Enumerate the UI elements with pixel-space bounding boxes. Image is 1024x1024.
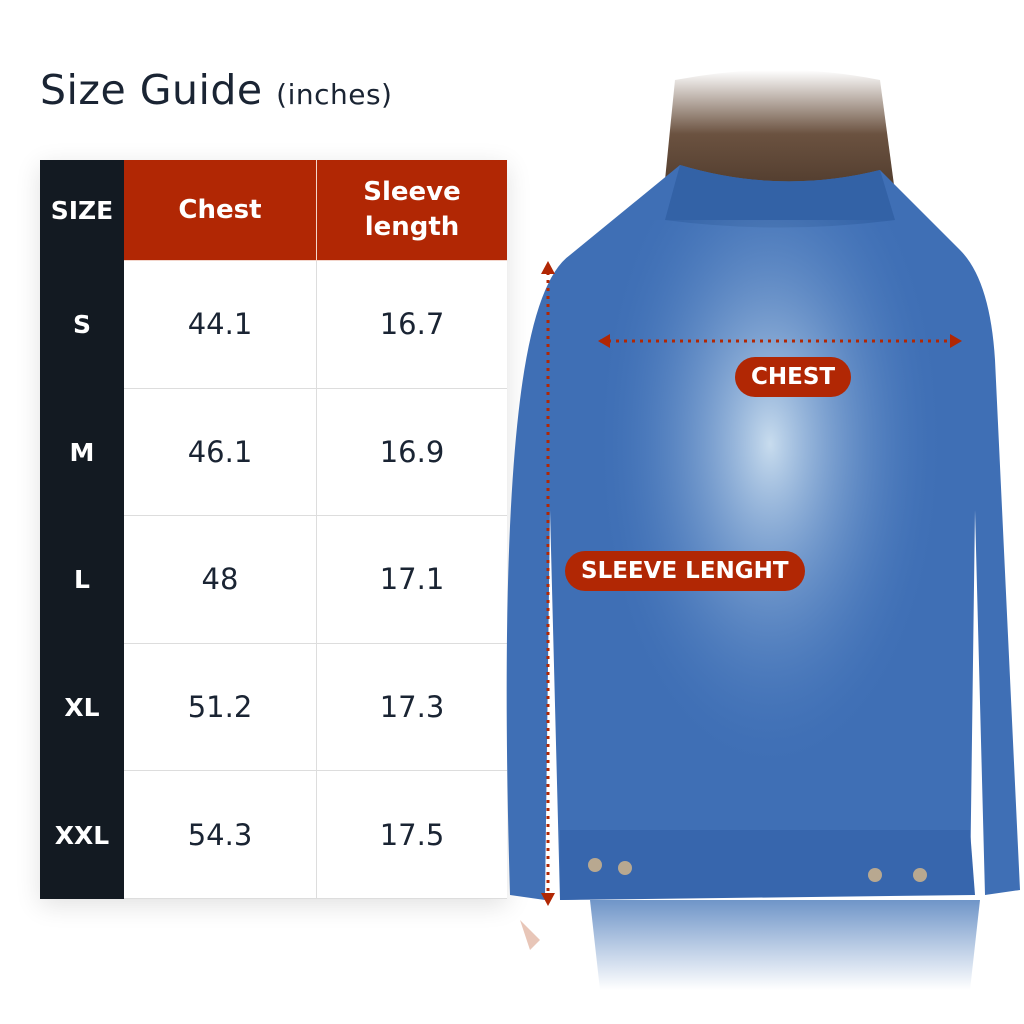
sleeve-cell: 17.3	[317, 643, 507, 772]
size-cell: XXL	[40, 771, 124, 899]
title-main: Size Guide	[40, 66, 263, 114]
jacket-photo	[506, 70, 1021, 990]
sleeve-arrow-top-icon	[541, 261, 555, 274]
chest-cell: 48	[124, 516, 317, 644]
header-sleeve: Sleeve length	[317, 160, 507, 261]
size-cell: XL	[40, 643, 124, 772]
header-sleeve-text: Sleeve length	[363, 177, 461, 242]
header-size: SIZE	[40, 160, 124, 261]
chest-label: CHEST	[735, 357, 852, 397]
chest-cell: 46.1	[124, 388, 317, 517]
table-row: M 46.1 16.9	[40, 388, 507, 517]
table-header: SIZE Chest Sleeve length	[40, 160, 507, 261]
table-row: XXL 54.3 17.5	[40, 771, 507, 899]
sleeve-cell: 16.9	[317, 388, 507, 517]
sleeve-cell: 17.1	[317, 516, 507, 644]
table-row: L 48 17.1	[40, 516, 507, 644]
chest-arrow-left-icon	[598, 334, 610, 348]
page-title: Size Guide (inches)	[40, 66, 392, 114]
table-row: XL 51.2 17.3	[40, 643, 507, 772]
header-chest: Chest	[124, 160, 317, 261]
chest-cell: 44.1	[124, 261, 317, 389]
chest-cell: 54.3	[124, 771, 317, 899]
chest-cell: 51.2	[124, 643, 317, 772]
sleeve-arrow-bottom-icon	[541, 893, 555, 906]
chest-arrow-right-icon	[950, 334, 962, 348]
sleeve-cell: 17.5	[317, 771, 507, 899]
size-table: SIZE Chest Sleeve length S 44.1 16.7 M 46.1 1…	[40, 160, 507, 899]
size-cell: M	[40, 388, 124, 517]
size-cell: L	[40, 516, 124, 644]
sleeve-length-label: SLEEVE LENGHT	[565, 551, 805, 591]
sleeve-cell: 16.7	[317, 261, 507, 389]
size-cell: S	[40, 261, 124, 389]
table-row: S 44.1 16.7	[40, 261, 507, 389]
title-unit: (inches)	[276, 78, 393, 111]
